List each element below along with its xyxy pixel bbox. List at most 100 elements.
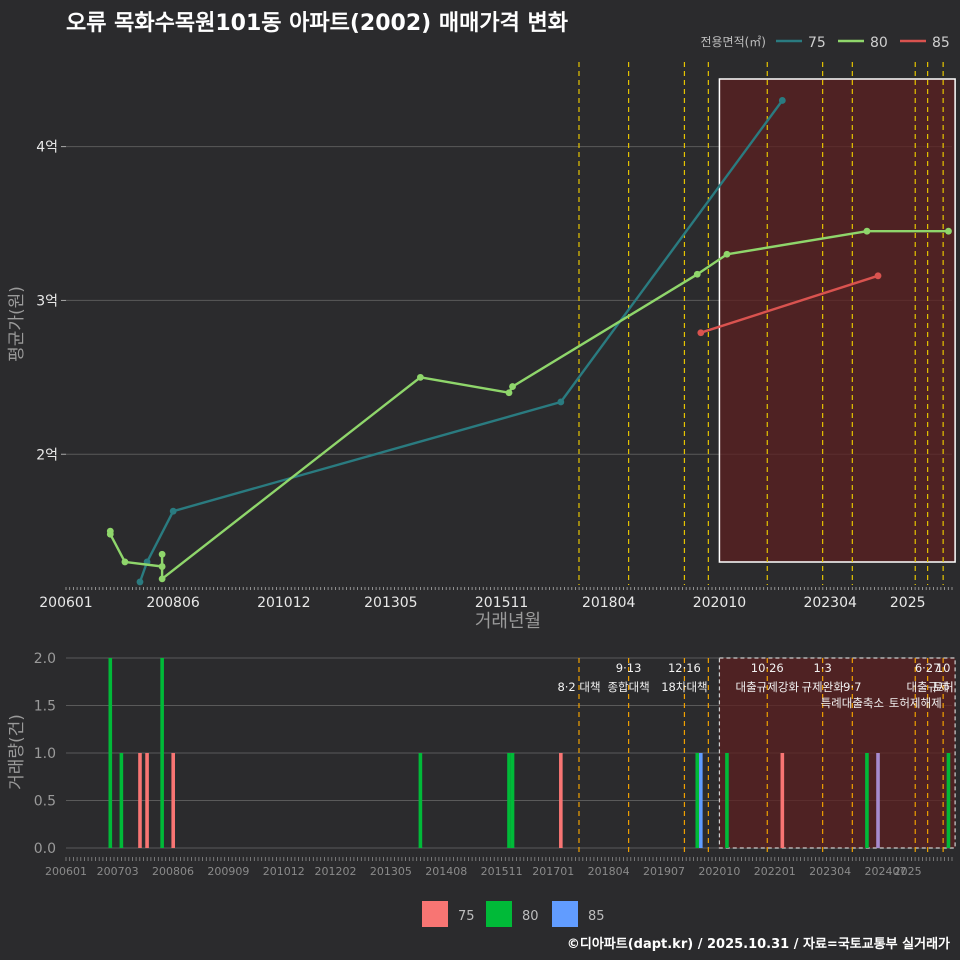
bottom-ytick-label-1: 0.5 <box>34 794 56 810</box>
series-80-point-8 <box>509 383 516 390</box>
top-xtick-label-2: 201012 <box>257 595 310 611</box>
bar-8 <box>510 753 515 848</box>
bottom-legend-label-75: 75 <box>458 909 475 924</box>
bar-15 <box>876 753 880 848</box>
bottom-xtick-label-10: 201804 <box>588 865 630 878</box>
series-80-point-6 <box>417 373 424 381</box>
policy-annotation-14: 10 <box>936 661 951 675</box>
top-xtick-label-0: 200601 <box>39 595 92 611</box>
policy-annotation-3: 12·16 <box>668 661 701 675</box>
bottom-legend-label-85: 85 <box>588 909 605 924</box>
top-xtick-label-6: 202010 <box>693 595 746 611</box>
top-ytick-label-2: 4억 <box>36 140 58 156</box>
series-line-75 <box>138 99 784 583</box>
top-y-axis-title: 평균가(원) <box>7 286 27 362</box>
bottom-xtick-label-8: 201511 <box>481 865 523 878</box>
top-legend-title: 전용면적(㎡) <box>700 35 766 49</box>
series-80-point-11 <box>863 227 871 235</box>
bottom-xtick-label-5: 201202 <box>314 865 356 878</box>
policy-annotation-10: 특례대출축소 <box>821 696 884 710</box>
policy-annotation-6: 대출규제강화 <box>736 680 800 694</box>
series-80-point-5 <box>158 575 166 583</box>
top-legend-label-85: 85 <box>932 35 950 51</box>
policy-annotation-2: 종합대책 <box>607 680 649 694</box>
bottom-xtick-label-7: 201408 <box>425 865 467 878</box>
top-x-axis-title: 거래년월 <box>475 611 541 632</box>
bar-2 <box>138 753 142 848</box>
series-80-point-10 <box>723 250 731 258</box>
bottom-xtick-label-1: 200703 <box>97 865 139 878</box>
bar-9 <box>559 753 563 848</box>
bar-12 <box>725 753 729 848</box>
bottom-xtick-label-2: 200806 <box>152 865 194 878</box>
top-xtick-label-3: 201305 <box>364 595 417 611</box>
bottom-xtick-label-3: 200909 <box>207 865 249 878</box>
bottom-xtick-label-16: 2025 <box>894 865 922 878</box>
bar-5 <box>171 753 176 848</box>
policy-annotation-11: 토허제해제 <box>889 696 942 710</box>
bar-1 <box>119 753 124 848</box>
series-80-point-9 <box>693 270 701 278</box>
bar-3 <box>145 753 149 848</box>
series-80-point-1 <box>106 530 114 538</box>
bar-13 <box>780 753 785 848</box>
bottom-ytick-label-0: 0.0 <box>34 841 56 857</box>
bottom-xtick-label-11: 201907 <box>643 865 685 878</box>
bar-4 <box>160 658 164 848</box>
series-85-point-0 <box>697 329 705 337</box>
policy-annotation-8: 규제완화 <box>801 680 844 694</box>
policy-annotation-4: 18차대책 <box>661 680 707 694</box>
top-xtick-label-1: 200806 <box>146 595 200 611</box>
series-75-point-4 <box>778 97 786 104</box>
bottom-xtick-label-0: 200601 <box>45 865 87 878</box>
top-xtick-label-7: 202304 <box>803 595 857 611</box>
policy-annotation-9: 9·7 <box>843 680 861 694</box>
bottom-ytick-label-2: 1.0 <box>34 746 56 762</box>
bar-11 <box>699 753 703 848</box>
series-line-85 <box>700 274 879 334</box>
bar-0 <box>108 658 113 848</box>
top-xtick-label-5: 201804 <box>582 595 636 611</box>
bar-6 <box>418 753 423 848</box>
top-highlight-region <box>718 78 956 563</box>
bar-14 <box>865 753 869 848</box>
bar-10 <box>695 753 700 848</box>
bottom-x-minor-ticks <box>65 857 953 861</box>
series-85-point-1 <box>874 272 882 280</box>
credit-text: ©디아파트(dapt.kr) / 2025.10.31 / 자료=국토교통부 실… <box>567 936 950 952</box>
bottom-xtick-label-4: 201012 <box>263 865 305 878</box>
policy-annotation-7: 1·3 <box>813 661 831 675</box>
series-80-point-2 <box>121 558 129 566</box>
bottom-xtick-label-9: 201701 <box>532 865 574 878</box>
top-ytick-label-0: 2억 <box>36 447 58 463</box>
bottom-legend-key-80 <box>486 901 512 927</box>
chart-title: 오류 목화수목원101동 아파트(2002) 매매가격 변화 <box>66 11 568 36</box>
series-80-point-3 <box>158 563 166 570</box>
policy-annotation-13: 대출규제 <box>906 680 948 694</box>
top-x-minor-ticks <box>65 587 953 590</box>
bottom-legend-label-80: 80 <box>522 909 539 924</box>
bar-16 <box>946 753 951 848</box>
top-xtick-label-8: 2025 <box>890 595 926 611</box>
series-75-point-2 <box>169 507 177 515</box>
policy-annotation-1: 9·13 <box>616 661 642 675</box>
policy-annotation-5: 10·26 <box>751 661 784 675</box>
top-xtick-label-4: 201511 <box>475 595 528 611</box>
bar-7 <box>507 753 511 848</box>
bottom-legend-key-85 <box>552 901 578 927</box>
series-80-point-4 <box>158 550 166 558</box>
bottom-xtick-label-14: 202304 <box>809 865 851 878</box>
series-75-point-0 <box>136 578 144 586</box>
bottom-legend-key-75 <box>422 901 448 927</box>
series-80-point-7 <box>505 389 513 397</box>
top-legend-label-80: 80 <box>870 35 888 51</box>
policy-annotation-0: 8·2 대책 <box>557 680 600 694</box>
policy-annotation-12: 6·27 <box>915 661 941 675</box>
bottom-xtick-label-12: 202010 <box>698 865 740 878</box>
series-80-point-12 <box>945 227 952 235</box>
series-75-point-3 <box>557 398 565 406</box>
bottom-y-axis-title: 거래량(건) <box>7 714 27 790</box>
top-legend-label-75: 75 <box>808 35 826 51</box>
policy-annotation-15: 토허 <box>933 680 954 694</box>
